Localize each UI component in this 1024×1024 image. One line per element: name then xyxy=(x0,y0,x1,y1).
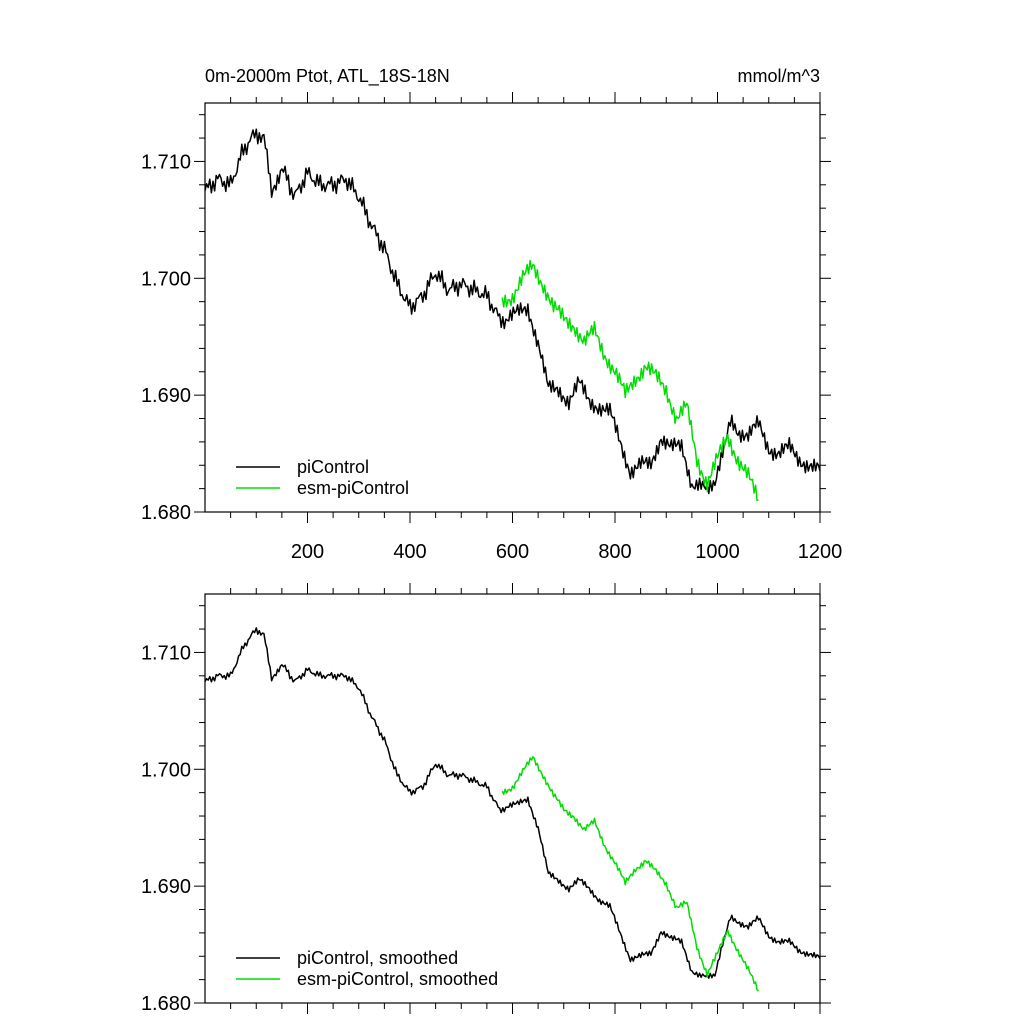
y-tick-label: 1.700 xyxy=(141,268,191,290)
series-line-esm-picontrol xyxy=(501,756,760,992)
x-tick-label: 400 xyxy=(393,541,426,563)
y-tick-label: 1.690 xyxy=(141,876,191,898)
legend-label: esm-piControl xyxy=(297,478,409,498)
series-line-esm-picontrol xyxy=(501,259,759,502)
series-line-picontrol xyxy=(204,627,821,979)
legend-label: esm-piControl, smoothed xyxy=(297,969,498,989)
x-tick-label: 600 xyxy=(496,541,529,563)
y-tick-label: 1.700 xyxy=(141,759,191,781)
x-tick-label: 1200 xyxy=(798,541,843,563)
bottom-plot-panel: 1.680 1.690 1.700 1.710 piControl, smoothede… xyxy=(141,583,831,1015)
chart-title: 0m-2000m Ptot, ATL_18S-18N xyxy=(205,66,450,87)
y-tick-label: 1.710 xyxy=(141,151,191,173)
x-tick-label: 200 xyxy=(291,541,324,563)
legend-label: piControl xyxy=(297,457,369,477)
y-tick-label: 1.690 xyxy=(141,385,191,407)
chart-units: mmol/m^3 xyxy=(738,66,820,86)
y-tick-label: 1.680 xyxy=(141,993,191,1015)
x-tick-label: 1000 xyxy=(695,541,740,563)
legend-label: piControl, smoothed xyxy=(297,948,458,968)
top-plot-panel: 1.680 1.690 1.700 1.710 200 400 600 800 1000 1200… xyxy=(141,92,842,563)
plot-frame xyxy=(204,593,821,1004)
x-tick-label: 800 xyxy=(598,541,631,563)
series-line-picontrol xyxy=(204,128,821,495)
y-tick-label: 1.680 xyxy=(141,502,191,524)
y-tick-label: 1.710 xyxy=(141,642,191,664)
